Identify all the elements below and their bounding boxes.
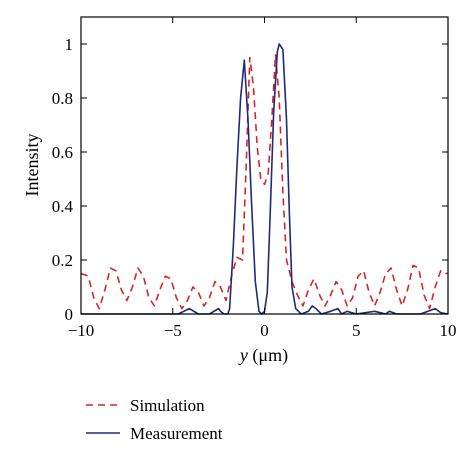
x-tick-label: 0 [260,321,269,340]
x-tick-label: −10 [68,321,95,340]
y-tick-label: 0.8 [52,89,73,108]
y-axis-title: Intensity [22,134,42,197]
series-line-measurement [81,43,449,315]
x-tick-label: 5 [352,321,361,340]
y-tick-label: 1 [65,35,74,54]
y-tick-label: 0 [65,305,74,324]
legend: Simulation Measurement [86,396,223,443]
ticks-layer: −10 −5 0 5 10 0 0.2 0.4 0.6 0.8 1 [52,17,457,340]
y-tick-label: 0.2 [52,251,73,270]
series-line-simulation [80,54,448,310]
plot-frame [80,16,449,315]
x-axis-unit: (μm) [252,345,288,366]
legend-label-measurement: Measurement [130,424,223,443]
x-axis-var: y [238,345,248,365]
x-axis-title: y (μm) [238,345,288,366]
x-tick-label: −5 [164,321,182,340]
legend-label-simulation: Simulation [130,396,205,415]
x-tick-label: 10 [440,321,457,340]
y-tick-label: 0.6 [52,143,73,162]
y-tick-label: 0.4 [52,197,74,216]
series-layer [80,43,449,315]
